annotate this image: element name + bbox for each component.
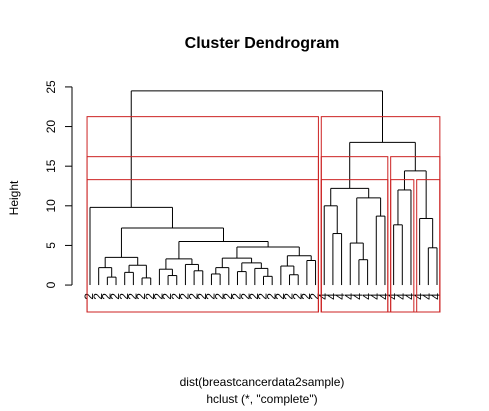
leaf-label: 2	[256, 293, 270, 300]
chart-title: Cluster Dendrogram	[185, 35, 340, 52]
leaf-label: 2	[221, 293, 235, 300]
y-tick-label: 15	[44, 159, 58, 173]
leaf-label: 2	[108, 293, 122, 300]
leaf-label: 2	[264, 293, 278, 300]
leaf-label: 2	[247, 293, 261, 300]
cluster-rect	[320, 179, 389, 313]
leaf-label: 2	[186, 293, 200, 300]
leaf-label: 4	[334, 293, 348, 300]
leaf-label: 4	[420, 293, 434, 300]
cluster-rect	[416, 179, 441, 313]
leaf-label: 2	[195, 293, 209, 300]
leaf-label: 2	[143, 293, 157, 300]
leaf-label: 4	[342, 293, 356, 300]
cluster-rect	[390, 179, 415, 313]
leaf-label: 2	[91, 293, 105, 300]
x-axis-label: dist(breastcancerdata2sample)	[180, 375, 345, 389]
leaf-label: 4	[325, 293, 339, 300]
leaf-label: 2	[178, 293, 192, 300]
leaf-label: 2	[230, 293, 244, 300]
leaf-label: 2	[100, 293, 114, 300]
leaf-label: 4	[351, 293, 365, 300]
leaf-label: 2	[160, 293, 174, 300]
leaf-label: 4	[377, 293, 391, 300]
leaf-label: 4	[360, 293, 374, 300]
leaf-label: 2	[308, 293, 322, 300]
leaf-label: 2	[152, 293, 166, 300]
leaf-label: 4	[412, 293, 426, 300]
leaf-label: 2	[117, 293, 131, 300]
y-tick-label: 20	[44, 120, 58, 134]
leaf-label: 4	[368, 293, 382, 300]
leaf-label: 4	[429, 293, 443, 300]
leaf-label: 2	[169, 293, 183, 300]
cluster-rect	[86, 179, 319, 313]
leaf-label: 4	[403, 293, 417, 300]
leaf-label: 2	[204, 293, 218, 300]
y-axis-label: Height	[7, 180, 21, 215]
leaf-label: 2	[273, 293, 287, 300]
y-tick-label: 25	[44, 80, 58, 94]
leaf-label: 4	[386, 293, 400, 300]
leaf-label: 2	[82, 293, 96, 300]
subtitle: hclust (*, "complete")	[206, 392, 317, 406]
y-tick-label: 5	[44, 242, 58, 249]
leaf-label: 2	[212, 293, 226, 300]
leaf-label: 2	[299, 293, 313, 300]
leaf-label: 2	[126, 293, 140, 300]
leaf-label: 2	[134, 293, 148, 300]
leaf-label: 4	[316, 293, 330, 300]
y-tick-label: 10	[44, 199, 58, 213]
leaf-label: 2	[282, 293, 296, 300]
leaf-label: 2	[238, 293, 252, 300]
leaf-label: 2	[290, 293, 304, 300]
leaf-label: 4	[394, 293, 408, 300]
y-tick-label: 0	[44, 281, 58, 288]
